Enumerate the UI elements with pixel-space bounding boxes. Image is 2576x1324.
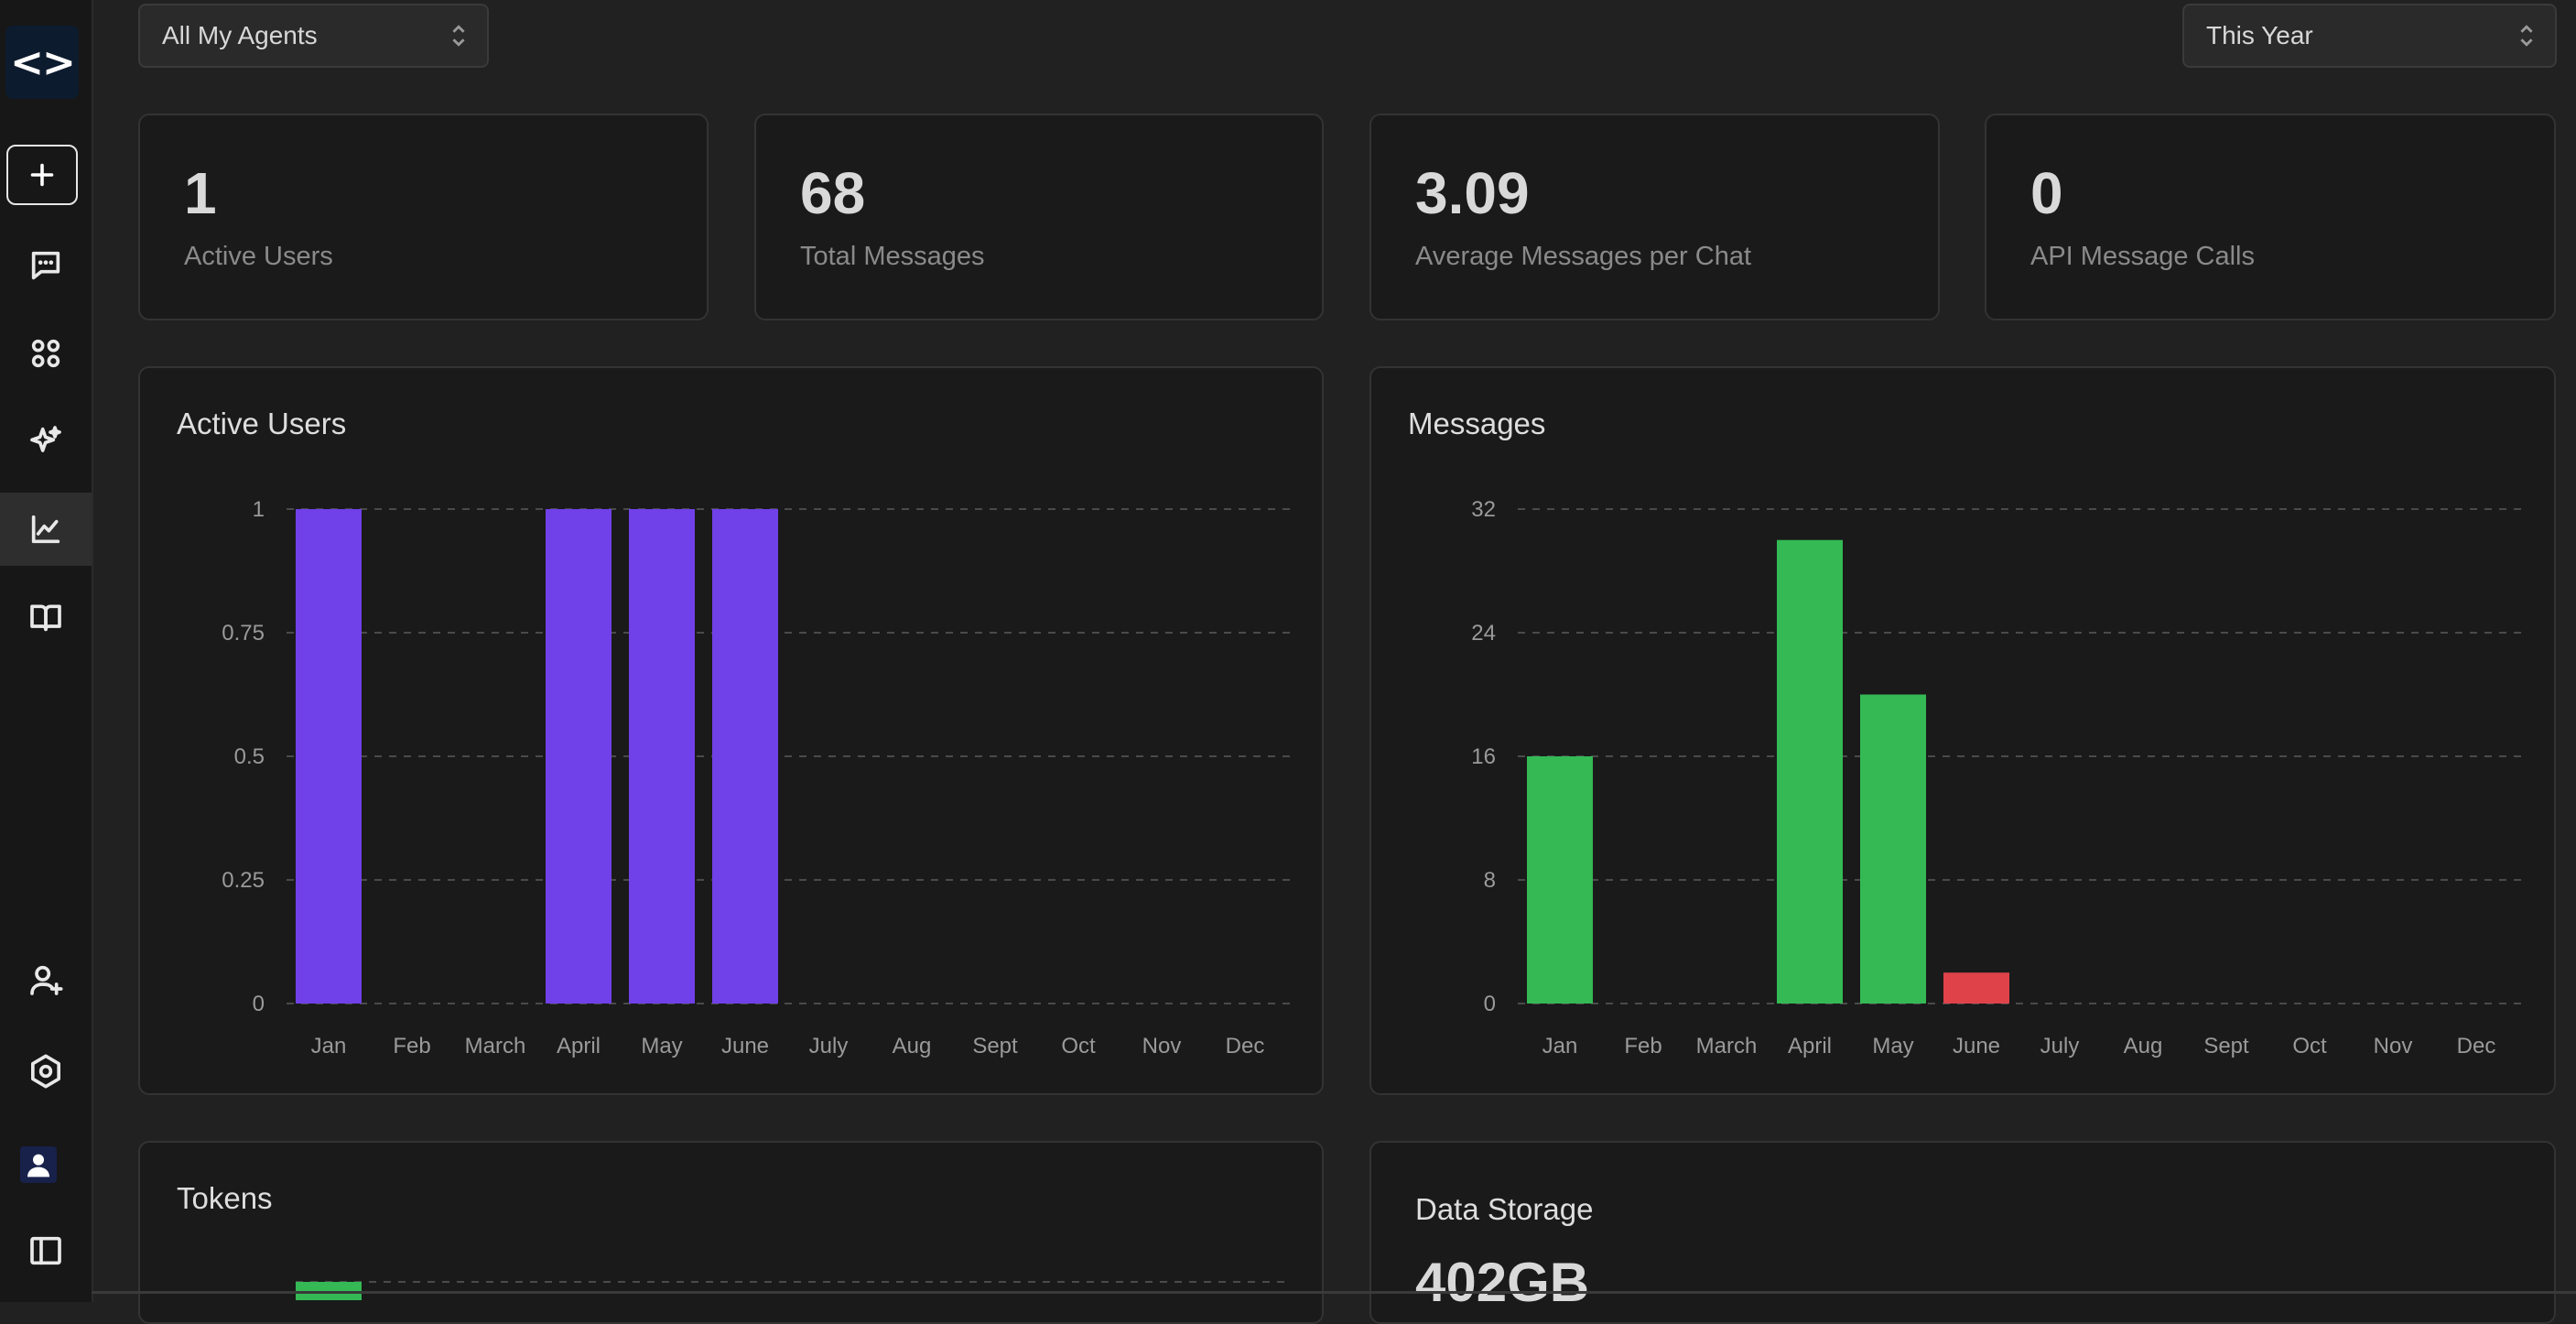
- x-tick-label: Dec: [2457, 1034, 2496, 1058]
- bar-june: [1943, 972, 2009, 1004]
- sidebar-item-settings[interactable]: [0, 1035, 92, 1108]
- chart-icon: [31, 515, 60, 544]
- user-plus-icon: [30, 965, 63, 995]
- grid-icon: [31, 339, 60, 368]
- tokens-chart: [296, 1281, 1284, 1300]
- x-tick-label: Sept: [2203, 1034, 2249, 1058]
- x-tick-label: Nov: [1142, 1034, 1182, 1058]
- stat-label: API Message Calls: [2030, 242, 2255, 271]
- x-tick-label: Dec: [1226, 1034, 1265, 1058]
- bar-jan: [296, 509, 362, 1004]
- stat-card-active-users: 1 Active Users: [138, 114, 709, 320]
- panel-title: Data Storage: [1415, 1192, 1594, 1226]
- app-logo[interactable]: <>: [5, 26, 79, 99]
- y-tick-label: 0: [253, 992, 265, 1016]
- period-select[interactable]: This Year: [2182, 4, 2557, 68]
- x-tick-label: Jan: [311, 1034, 347, 1058]
- stat-value: 1: [184, 160, 217, 226]
- stat-card-total-messages: 68 Total Messages: [754, 114, 1324, 320]
- profile-avatar[interactable]: [20, 1146, 57, 1183]
- storage-value: 402GB: [1415, 1252, 1590, 1313]
- agent-select[interactable]: All My Agents: [138, 4, 489, 68]
- y-tick-label: 24: [1471, 621, 1496, 646]
- y-tick-label: 0: [1484, 992, 1496, 1016]
- chat-icon: [31, 251, 60, 280]
- plus-icon: [30, 163, 54, 187]
- y-tick-label: 16: [1471, 744, 1496, 769]
- sidebar-item-invite[interactable]: [0, 943, 92, 1016]
- x-tick-label: Aug: [2124, 1034, 2163, 1058]
- x-tick-label: June: [1953, 1034, 2000, 1058]
- settings-icon: [31, 1054, 60, 1089]
- bar-may: [1860, 694, 1926, 1004]
- messages-panel: Messages 32 24 16 8 0 Jan Feb March April May June…: [1369, 366, 2556, 1095]
- y-tick-label: 0.75: [222, 621, 265, 646]
- stat-value: 68: [800, 160, 866, 226]
- y-tick-label: 1: [253, 497, 265, 522]
- sidebar-icon: [30, 1236, 61, 1265]
- data-storage-panel: Data Storage 402GB: [1369, 1141, 2556, 1324]
- x-tick-label: July: [2040, 1034, 2080, 1058]
- panel-title: Tokens: [177, 1181, 273, 1215]
- x-tick-label: Oct: [1061, 1034, 1096, 1058]
- y-tick-label: 8: [1484, 868, 1496, 893]
- sidebar-item-chats[interactable]: [0, 229, 92, 302]
- stat-card-api-calls: 0 API Message Calls: [1985, 114, 2556, 320]
- stat-value: 0: [2030, 160, 2063, 226]
- x-tick-label: March: [1696, 1034, 1758, 1058]
- x-tick-label: May: [1872, 1034, 1913, 1058]
- x-tick-label: Nov: [2374, 1034, 2413, 1058]
- chevron-updown-icon: [2518, 23, 2535, 49]
- new-chat-button[interactable]: [6, 145, 78, 205]
- agent-select-value: All My Agents: [162, 21, 318, 49]
- avatar-icon: [27, 1154, 49, 1177]
- active-users-panel: Active Users 1 0.75 0.5 0.25 0 Jan Feb March Apr…: [138, 366, 1324, 1095]
- bar-jan: [1527, 756, 1593, 1004]
- x-tick-label: June: [721, 1034, 769, 1058]
- x-tick-label: Aug: [893, 1034, 932, 1058]
- tokens-panel: Tokens: [138, 1141, 1324, 1324]
- x-tick-label: March: [465, 1034, 526, 1058]
- sidebar-item-analytics[interactable]: [0, 493, 92, 566]
- bar-june: [712, 509, 778, 1004]
- sidebar-item-agents[interactable]: [0, 405, 92, 478]
- bar-may: [629, 509, 695, 1004]
- stat-value: 3.09: [1415, 160, 1530, 226]
- sidebar-item-apps[interactable]: [0, 317, 92, 390]
- x-tick-label: May: [641, 1034, 682, 1058]
- x-tick-label: Oct: [2292, 1034, 2327, 1058]
- x-tick-label: April: [557, 1034, 601, 1058]
- y-tick-label: 0.5: [234, 744, 265, 769]
- panel-title: Messages: [1408, 407, 1546, 440]
- messages-chart: 32 24 16 8 0 Jan Feb March April May June July Aug Se…: [1471, 497, 2525, 1058]
- chevron-updown-icon: [450, 23, 467, 49]
- sidebar-item-library[interactable]: [0, 581, 92, 654]
- bar-april: [546, 509, 612, 1004]
- x-tick-label: Jan: [1542, 1034, 1578, 1058]
- stat-label: Average Messages per Chat: [1415, 242, 1752, 271]
- active-users-chart: 1 0.75 0.5 0.25 0 Jan Feb March April May June July…: [222, 497, 1293, 1058]
- y-tick-label: 32: [1471, 497, 1496, 522]
- sparkles-icon: [30, 426, 61, 452]
- sidebar: <>: [0, 0, 93, 1302]
- bottom-divider: [92, 1291, 2576, 1294]
- book-icon: [30, 604, 61, 632]
- x-tick-label: April: [1788, 1034, 1832, 1058]
- period-select-value: This Year: [2206, 21, 2313, 49]
- stat-label: Total Messages: [800, 242, 985, 271]
- x-tick-label: Sept: [972, 1034, 1018, 1058]
- stat-label: Active Users: [184, 242, 333, 271]
- y-tick-label: 0.25: [222, 868, 265, 893]
- bar-april: [1777, 539, 1843, 1004]
- x-tick-label: Feb: [393, 1034, 430, 1058]
- x-tick-label: July: [809, 1034, 849, 1058]
- toggle-sidebar-button[interactable]: [0, 1214, 92, 1287]
- panel-title: Active Users: [177, 407, 347, 440]
- x-tick-label: Feb: [1624, 1034, 1661, 1058]
- stat-card-avg-messages: 3.09 Average Messages per Chat: [1369, 114, 1940, 320]
